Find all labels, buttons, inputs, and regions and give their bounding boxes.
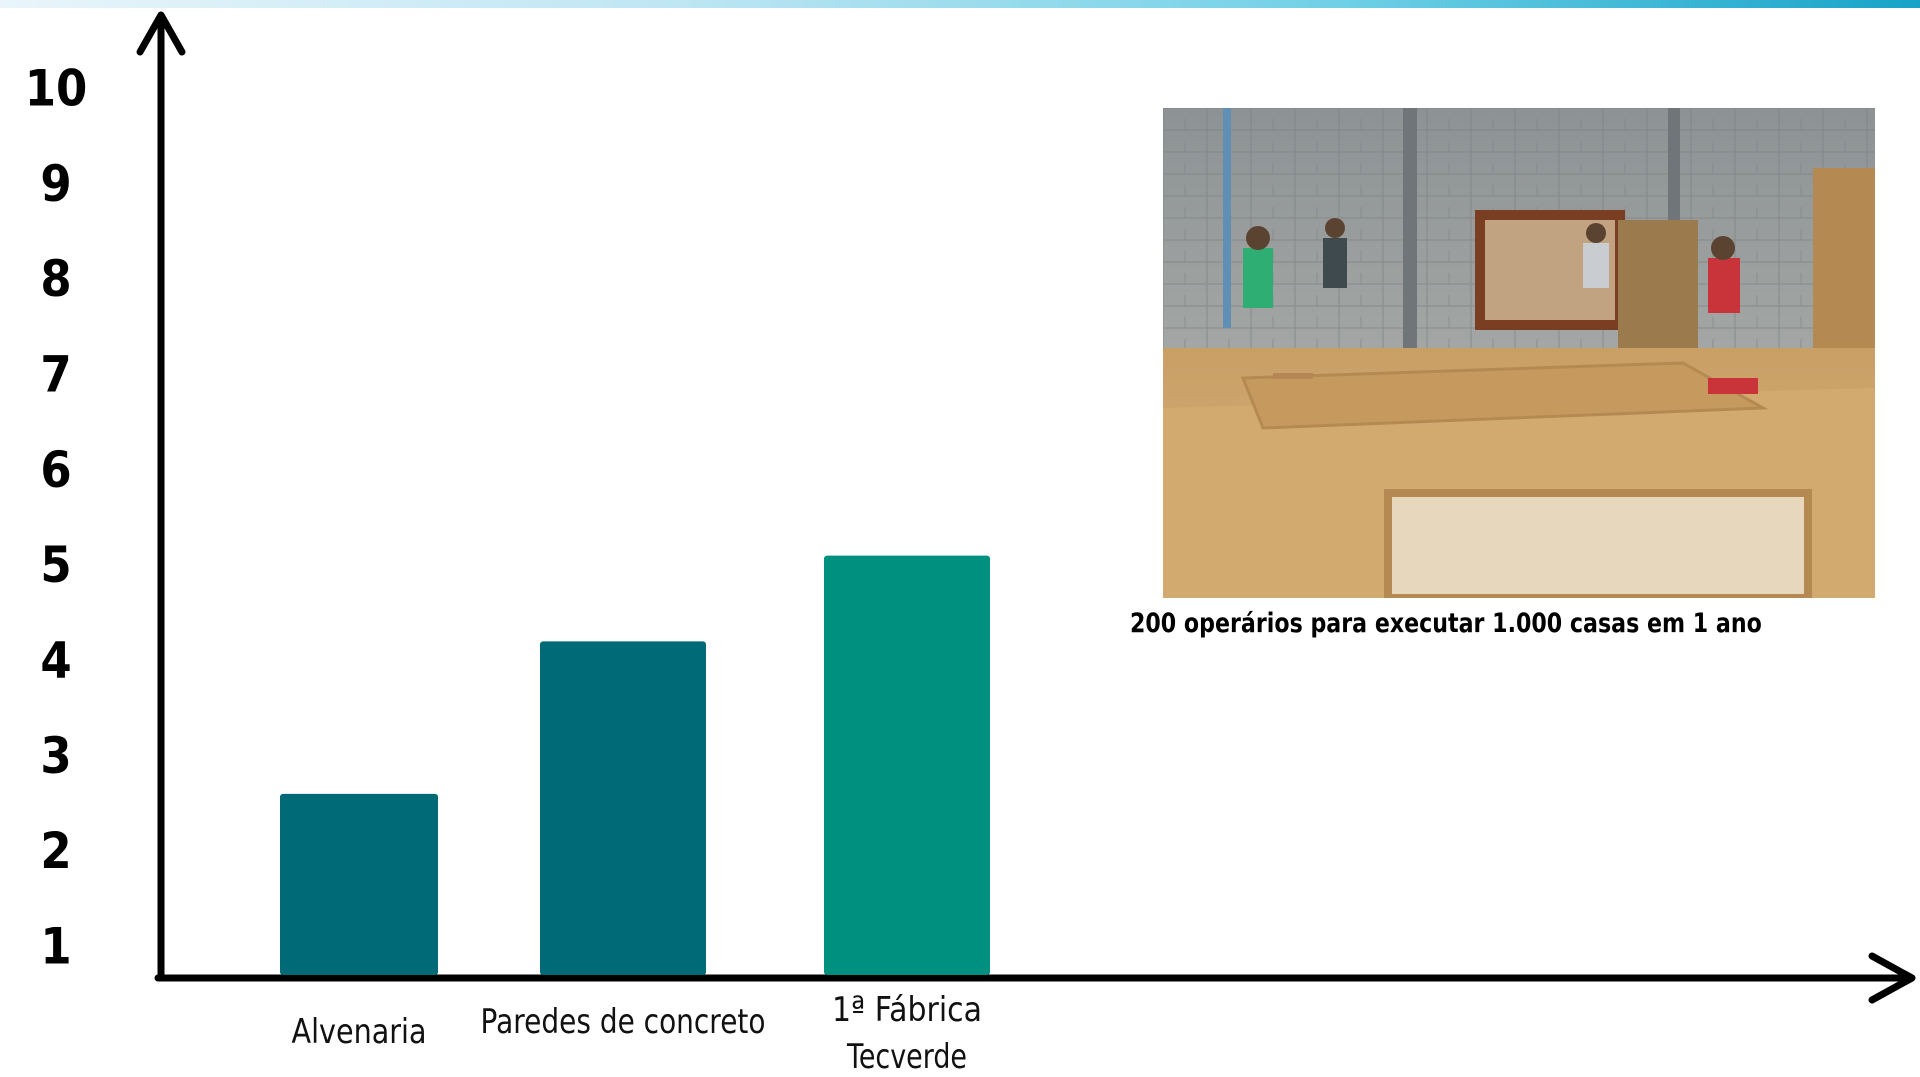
x-axis-arrowhead	[1868, 952, 1916, 1004]
y-tick-label: 6	[40, 441, 71, 499]
y-tick-label: 1	[40, 917, 71, 975]
photo-caption: 200 operários para executar 1.000 casas …	[1130, 608, 1762, 639]
chart-bars	[280, 555, 990, 975]
x-category-label: 1ª Fábrica	[832, 990, 982, 1030]
y-tick-label: 4	[40, 631, 71, 689]
y-tick-label: 5	[40, 536, 71, 594]
y-tick-label: 2	[40, 822, 71, 880]
y-axis-arrowhead	[136, 11, 186, 56]
x-category-label: Paredes de concreto	[481, 1002, 766, 1042]
y-tick-label: 7	[40, 346, 71, 404]
y-tick-label: 9	[40, 155, 71, 213]
chart-axes	[136, 11, 1916, 1004]
y-tick-labels: 1 2 3 4 5 6 7 8 9 10	[25, 60, 88, 976]
y-tick-label: 8	[40, 250, 71, 308]
bar-1	[280, 793, 438, 975]
x-category-label: Tecverde	[846, 1037, 967, 1077]
factory-workers-photo	[1163, 108, 1875, 598]
x-category-labels: Alvenaria Paredes de concreto 1ª Fábrica Te…	[292, 990, 983, 1077]
bar-2	[540, 641, 706, 975]
top-decorative-band	[0, 0, 1920, 8]
y-tick-label: 3	[40, 727, 71, 785]
bar-3	[824, 555, 990, 975]
y-tick-label: 10	[25, 60, 88, 118]
x-category-label: Alvenaria	[292, 1012, 427, 1052]
